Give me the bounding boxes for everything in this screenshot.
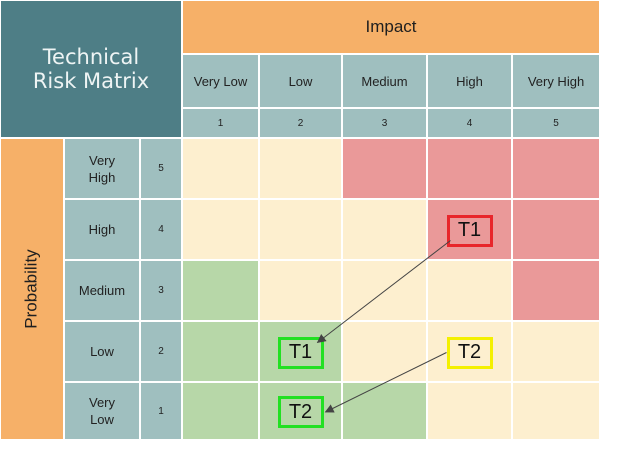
probability-row-label-low: Low: [64, 321, 140, 382]
probability-row-number-low: 2: [140, 321, 182, 382]
risk-cell-high: [512, 138, 600, 199]
risk-marker-t1: T1: [277, 336, 324, 369]
matrix-title: Technical Risk Matrix: [0, 0, 182, 138]
impact-col-number-medium: 3: [342, 108, 427, 138]
impact-header: Impact: [182, 0, 600, 54]
probability-header: Probability: [0, 138, 64, 440]
risk-cell-low: [182, 382, 259, 440]
probability-row-number-very-low: 1: [140, 382, 182, 440]
risk-cell-medium: [182, 199, 259, 260]
probability-row-label-medium: Medium: [64, 260, 140, 321]
probability-row-number-high: 4: [140, 199, 182, 260]
risk-marker-t2: T2: [277, 396, 324, 428]
impact-col-number-very-low: 1: [182, 108, 259, 138]
probability-row-label-very-high: Very High: [64, 138, 140, 199]
risk-cell-medium: [427, 382, 512, 440]
risk-cell-medium: [182, 138, 259, 199]
impact-col-label-medium: Medium: [342, 54, 427, 108]
probability-row-number-medium: 3: [140, 260, 182, 321]
risk-cell-high: [427, 138, 512, 199]
probability-row-label-high: High: [64, 199, 140, 260]
impact-col-label-high: High: [427, 54, 512, 108]
risk-cell-medium: [512, 321, 600, 382]
risk-cell-medium: [259, 260, 342, 321]
risk-cell-low: [342, 382, 427, 440]
risk-cell-medium: [427, 260, 512, 321]
risk-cell-medium: [259, 138, 342, 199]
impact-col-number-low: 2: [259, 108, 342, 138]
impact-col-number-high: 4: [427, 108, 512, 138]
probability-label: Probability: [22, 249, 41, 329]
risk-cell-medium: [342, 199, 427, 260]
risk-cell-high: [342, 138, 427, 199]
risk-cell-medium: [342, 321, 427, 382]
risk-cell-low: [182, 321, 259, 382]
risk-marker-t1: T1: [446, 214, 493, 247]
impact-col-label-low: Low: [259, 54, 342, 108]
risk-cell-medium: [259, 199, 342, 260]
risk-cell-low: [182, 260, 259, 321]
probability-row-label-very-low: Very Low: [64, 382, 140, 440]
impact-col-label-very-high: Very High: [512, 54, 600, 108]
risk-cell-high: [512, 199, 600, 260]
risk-marker-t2: T2: [446, 336, 493, 369]
risk-cell-medium: [512, 382, 600, 440]
risk-cell-medium: [342, 260, 427, 321]
impact-col-label-very-low: Very Low: [182, 54, 259, 108]
impact-col-number-very-high: 5: [512, 108, 600, 138]
risk-cell-high: [512, 260, 600, 321]
probability-row-number-very-high: 5: [140, 138, 182, 199]
